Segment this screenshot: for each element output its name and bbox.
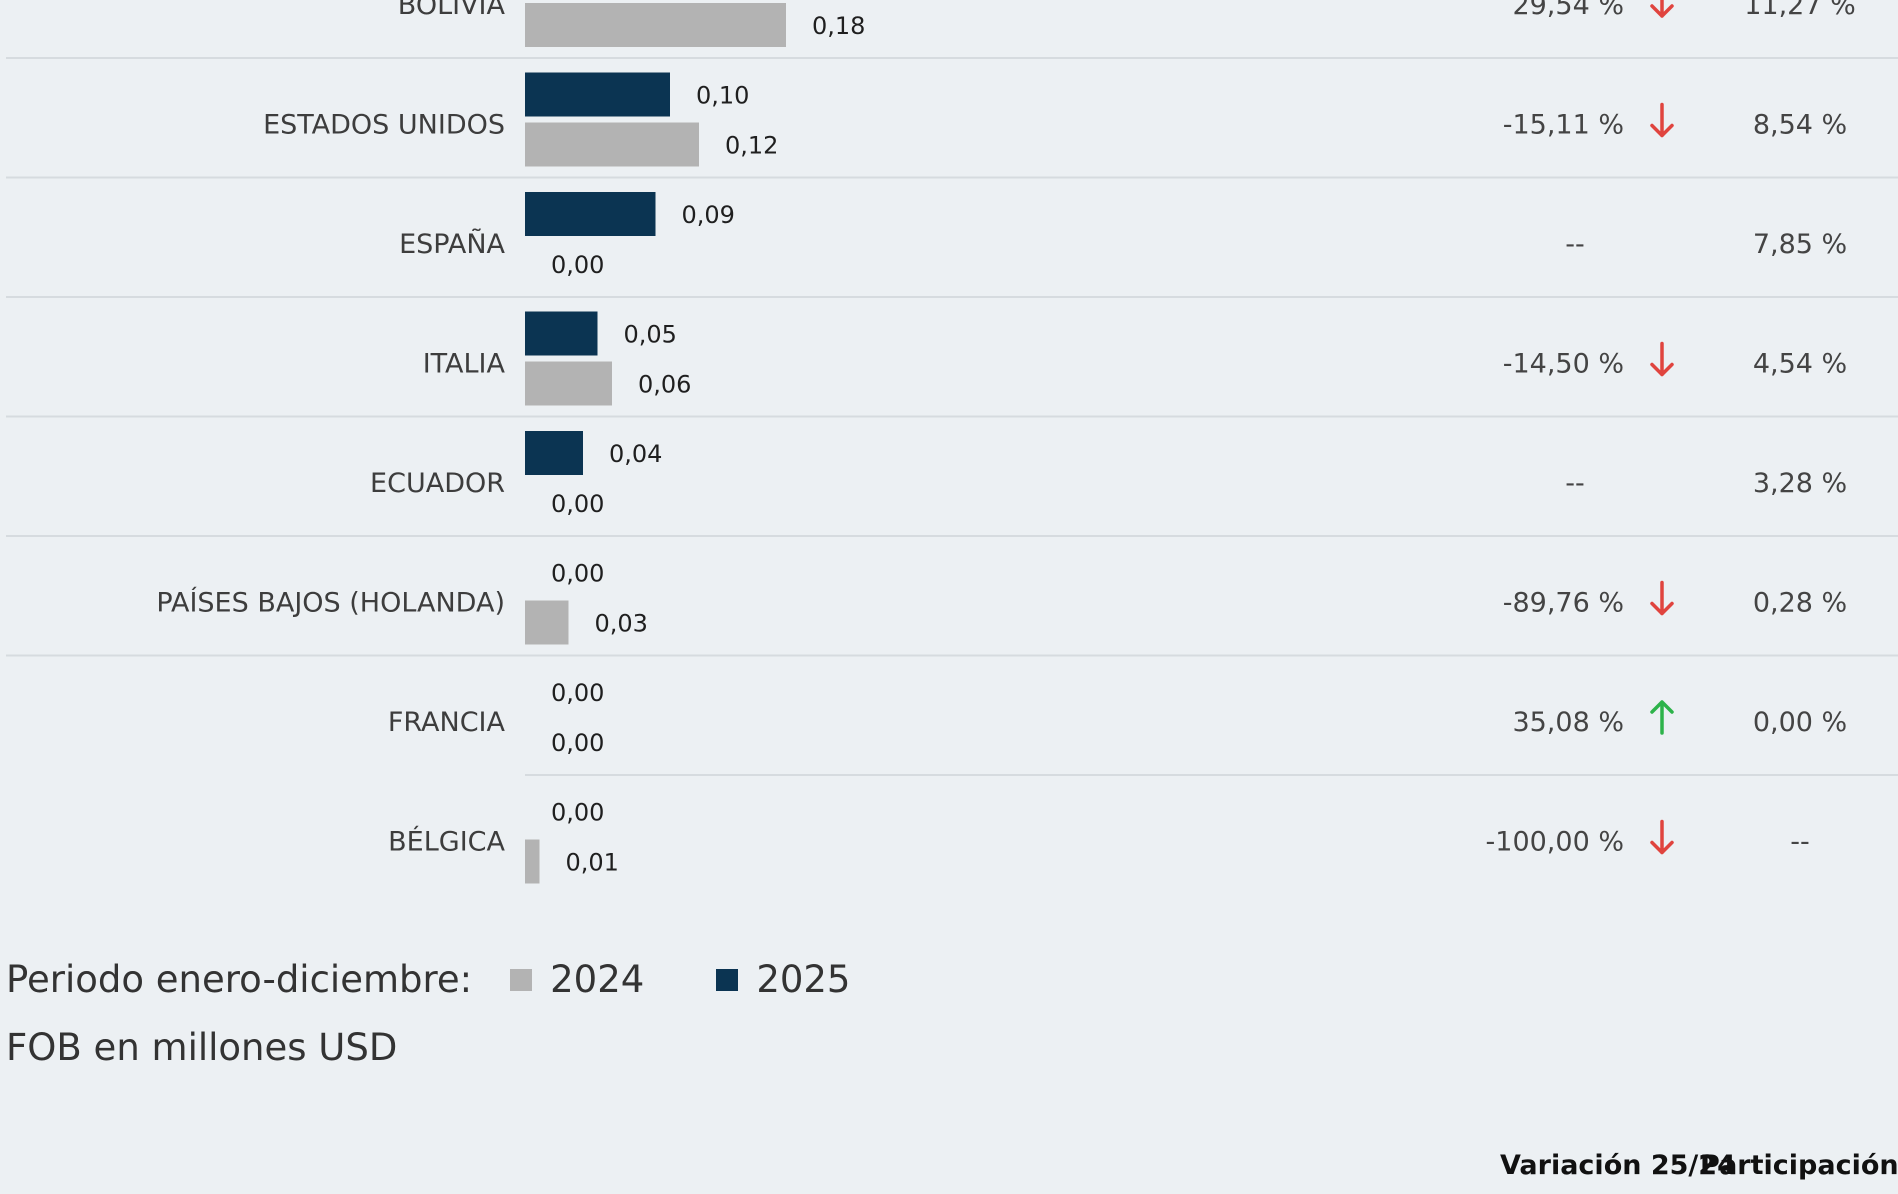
export-bar-chart: BOLIVIA 0,18 29,54 % 11,27 % ESTADOS UNIDOS 0… [6,0,1898,884]
share-value: 3,28 % [1753,468,1847,499]
arrow-down-icon [1650,341,1674,377]
variation-value: 35,08 % [1512,707,1624,738]
legend-swatch-2024 [510,968,533,991]
column-header-variation: Variación 25/24 [1500,1150,1736,1181]
share-value: 4,54 % [1753,349,1847,380]
bar-2024-pa-ses-bajos-holanda- [525,600,569,645]
value-label-2024: 0,00 [551,729,604,757]
arrow-down-icon [1650,819,1674,855]
legend: Periodo enero-diciembre: 2024 2025 [6,958,850,1001]
share-value: 8,54 % [1753,110,1847,141]
value-label-2025: 0,04 [609,440,662,468]
bar-2024-bolivia [525,3,786,47]
country-label: FRANCIA [388,707,506,738]
value-label-2024: 0,12 [725,132,778,160]
arrow-down-icon [1650,0,1674,18]
legend-item-2024[interactable]: 2024 [510,958,644,1001]
variation-value: -14,50 % [1503,349,1624,380]
bar-2025-italia [525,311,598,356]
arrow-down-icon [1650,580,1674,616]
arrow-down-icon [1650,102,1674,138]
legend-label-2025: 2025 [756,958,851,1001]
period-label: Periodo enero-diciembre: [6,958,473,1001]
country-label: BOLIVIA [398,0,506,21]
arrow-up-icon [1650,700,1674,735]
legend-label-2024: 2024 [550,958,645,1001]
bar-2024-italia [525,361,612,406]
bar-2025-espa-a [525,192,656,236]
country-label: ECUADOR [370,468,505,499]
variation-value: 29,54 % [1512,0,1624,21]
value-label-2025: 0,10 [696,82,749,110]
value-label-2025: 0,05 [624,321,677,349]
legend-swatch-2025 [716,968,739,991]
legend-item-2025[interactable]: 2025 [716,958,850,1001]
column-header-share: Participación 2025 [1700,1150,1898,1181]
share-value: 11,27 % [1744,0,1856,21]
variation-value: -100,00 % [1486,827,1624,858]
bar-2024-estados-unidos [525,122,699,167]
value-label-2025: 0,00 [551,560,604,588]
unit-label: FOB en millones USD [6,1026,398,1069]
share-value: 0,28 % [1753,588,1847,619]
value-label-2024: 0,00 [551,251,604,279]
value-label-2024: 0,03 [595,610,648,638]
share-value: -- [1790,827,1810,858]
value-label-2024: 0,06 [638,371,691,399]
country-label: ESTADOS UNIDOS [263,110,505,141]
variation-value: -15,11 % [1503,110,1624,141]
value-label-2025: 0,00 [551,679,604,707]
value-label-2024: 0,18 [812,12,865,40]
share-value: 7,85 % [1753,229,1847,260]
value-label-2024: 0,00 [551,490,604,518]
bar-2024-b-lgica [525,839,540,884]
share-value: 0,00 % [1753,707,1847,738]
country-label: ESPAÑA [399,228,505,260]
bar-2025-estados-unidos [525,72,670,117]
bar-2025-ecuador [525,431,583,475]
country-label: BÉLGICA [388,826,505,858]
variation-value: -- [1565,229,1585,260]
variation-value: -89,76 % [1503,588,1624,619]
value-label-2025: 0,00 [551,799,604,827]
country-label: ITALIA [423,349,506,380]
country-label: PAÍSES BAJOS (HOLANDA) [156,587,505,619]
value-label-2025: 0,09 [682,201,735,229]
value-label-2024: 0,01 [566,849,619,877]
variation-value: -- [1565,468,1585,499]
